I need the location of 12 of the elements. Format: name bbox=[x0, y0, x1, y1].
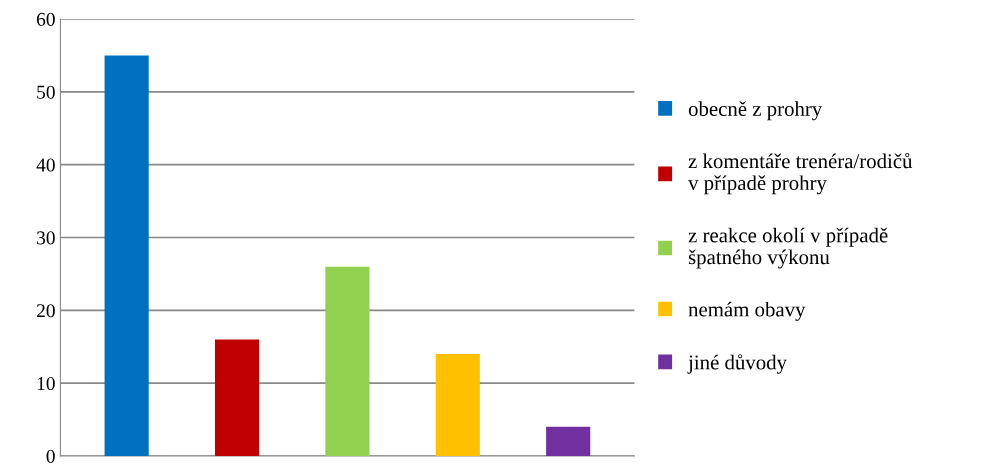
y-tick-label: 10 bbox=[37, 376, 55, 391]
y-tick-label: 40 bbox=[36, 158, 55, 172]
legend-label: jiné důvody bbox=[687, 354, 787, 374]
y-tick-label: 60 bbox=[36, 12, 55, 26]
y-tick-label: 20 bbox=[36, 304, 55, 318]
y-tick-label: 0 bbox=[46, 449, 55, 463]
legend-label: obecně z prohry bbox=[688, 101, 823, 121]
y-tick-label: 30 bbox=[37, 231, 55, 245]
y-tick-label: 50 bbox=[37, 85, 55, 99]
legend-label: z reakce okolí v případě špatného výkonu bbox=[688, 227, 888, 269]
legend-label: nemám obavy bbox=[688, 301, 806, 321]
legend-label: z komentáře trenéra/rodičů v případě prohry bbox=[688, 152, 913, 195]
